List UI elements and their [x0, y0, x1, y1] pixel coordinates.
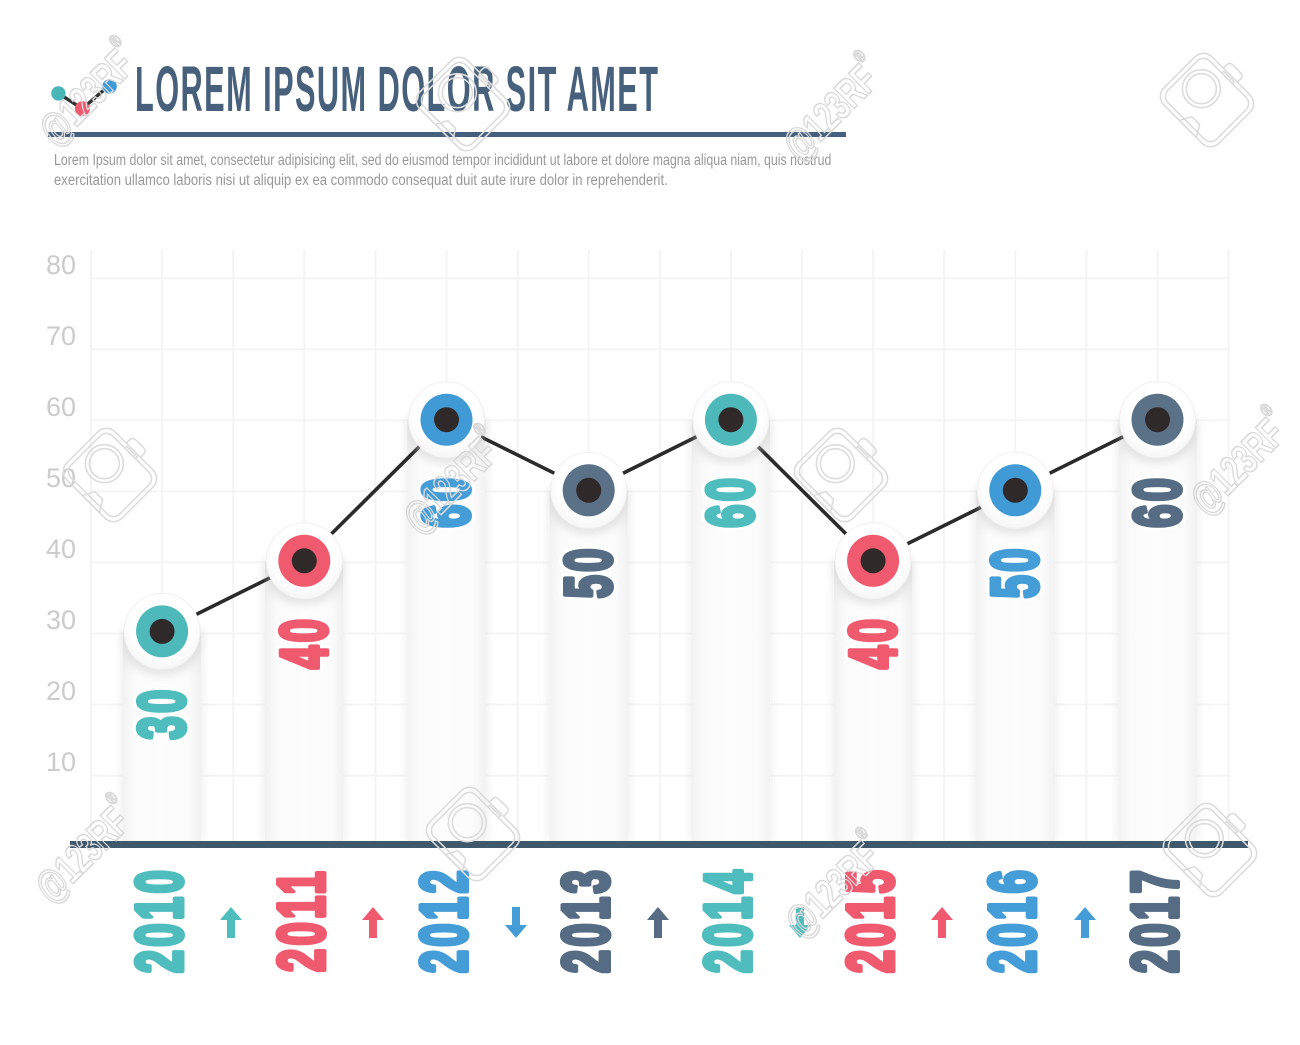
svg-text:40: 40	[836, 616, 910, 669]
svg-text:2012: 2012	[406, 867, 480, 973]
svg-text:60: 60	[409, 475, 483, 528]
svg-text:40: 40	[267, 616, 341, 669]
svg-text:2011: 2011	[264, 868, 338, 972]
svg-text:2015: 2015	[833, 867, 907, 973]
svg-text:2013: 2013	[549, 867, 623, 973]
svg-text:2016: 2016	[975, 867, 1049, 973]
svg-text:2010: 2010	[122, 867, 196, 973]
svg-text:40: 40	[267, 616, 341, 669]
svg-text:60: 60	[1120, 475, 1194, 528]
svg-text:50: 50	[551, 545, 625, 598]
svg-text:2013: 2013	[549, 867, 623, 973]
svg-text:2010: 2010	[122, 867, 196, 973]
svg-text:2014: 2014	[691, 867, 765, 973]
svg-text:2014: 2014	[691, 867, 765, 973]
svg-text:40: 40	[836, 616, 910, 669]
svg-text:30: 30	[124, 686, 198, 739]
svg-text:2016: 2016	[975, 867, 1049, 973]
svg-text:50: 50	[551, 545, 625, 598]
svg-text:50: 50	[978, 545, 1052, 598]
svg-text:2015: 2015	[833, 867, 907, 973]
svg-text:2017: 2017	[1118, 867, 1192, 973]
svg-text:60: 60	[693, 475, 767, 528]
svg-text:30: 30	[124, 686, 198, 739]
svg-text:60: 60	[1120, 475, 1194, 528]
svg-text:60: 60	[409, 475, 483, 528]
svg-text:60: 60	[693, 475, 767, 528]
svg-text:2011: 2011	[264, 868, 338, 972]
svg-text:50: 50	[978, 545, 1052, 598]
